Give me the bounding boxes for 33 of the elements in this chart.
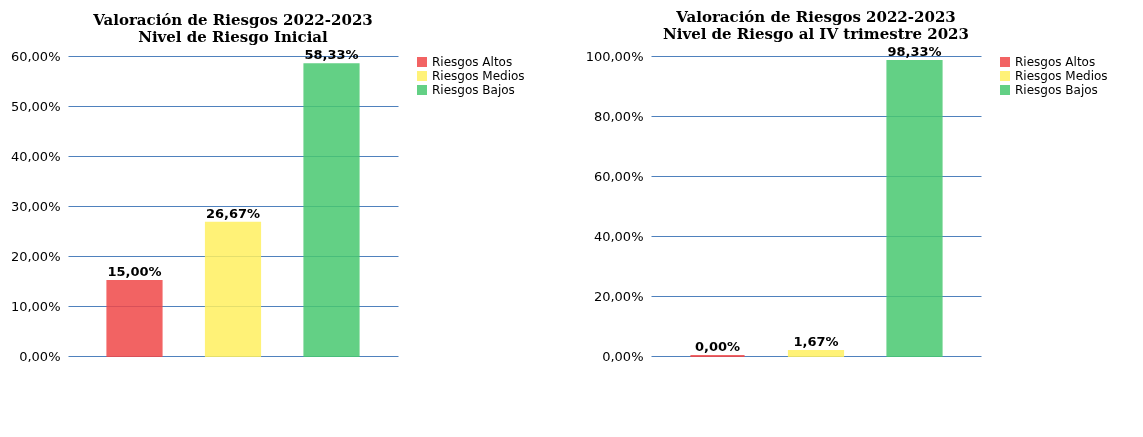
legend-label: Riesgos Altos [1015, 55, 1096, 69]
y-tick-label: 60,00% [10, 48, 61, 64]
y-tick-label: 20,00% [593, 288, 644, 304]
legend-label: Riesgos Bajos [432, 83, 515, 97]
legend-label: Riesgos Medios [1015, 69, 1108, 83]
y-tick-label: 10,00% [10, 298, 61, 314]
bar [886, 60, 943, 357]
bar [204, 221, 262, 357]
text: Nivel de Riesgo Inicial [138, 28, 328, 47]
text: Valoración de Riesgos 2022-2023 [676, 8, 956, 27]
y-tick-label: 60,00% [593, 168, 644, 184]
y-tick-label: 20,00% [10, 248, 61, 264]
y-tick-label: 100,00% [585, 48, 644, 64]
y-tick-label: 0,00% [602, 348, 644, 364]
bar [787, 349, 845, 357]
data-label: 26,67% [205, 205, 261, 221]
data-label: 0,00% [694, 339, 741, 354]
y-tick-label: 40,00% [593, 228, 644, 244]
bar [106, 280, 163, 357]
y-tick-label: 80,00% [593, 108, 644, 124]
legend-label: Riesgos Bajos [1015, 83, 1098, 97]
y-tick-label: 30,00% [10, 198, 61, 214]
data-label: 1,67% [793, 333, 839, 349]
text: Valoración de Riesgos 2022-2023 [93, 11, 373, 30]
y-tick-label: 0,00% [19, 348, 61, 364]
legend-label: Riesgos Altos [432, 55, 513, 69]
y-tick-label: 50,00% [10, 98, 61, 114]
legend-label: Riesgos Medios [432, 69, 525, 83]
y-tick-label: 40,00% [10, 148, 61, 164]
data-label: 98,33% [887, 44, 942, 60]
data-label: 15,00% [107, 264, 162, 279]
bar [303, 63, 360, 357]
text: Nivel de Riesgo al IV trimestre 2023 [663, 25, 969, 44]
